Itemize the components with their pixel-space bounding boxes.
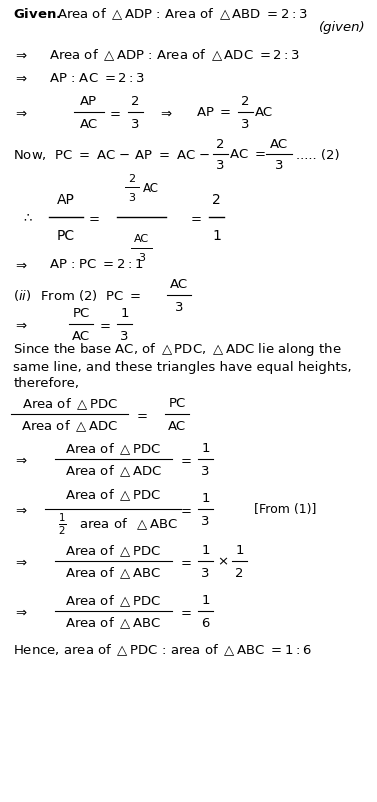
Text: $=$: $=$ [107, 107, 122, 119]
Text: $\times$: $\times$ [217, 555, 228, 568]
Text: 2: 2 [132, 95, 140, 108]
Text: 1: 1 [201, 442, 210, 455]
Text: $\Rightarrow$: $\Rightarrow$ [13, 453, 28, 466]
Text: therefore,: therefore, [13, 377, 79, 390]
Text: Area of $\triangle$PDC: Area of $\triangle$PDC [22, 395, 118, 411]
Text: $=$: $=$ [178, 503, 192, 516]
Text: Since the base AC, of $\triangle$PDC, $\triangle$ADC lie along the: Since the base AC, of $\triangle$PDC, $\… [13, 341, 342, 358]
Text: 6: 6 [201, 616, 210, 629]
Text: $\Rightarrow$: $\Rightarrow$ [13, 318, 28, 331]
Text: 3: 3 [175, 301, 183, 314]
Text: $\Rightarrow$: $\Rightarrow$ [158, 107, 173, 119]
Text: AC: AC [168, 419, 186, 432]
Text: $=$: $=$ [97, 318, 112, 331]
Text: 1: 1 [212, 229, 221, 242]
Text: 3: 3 [132, 118, 140, 131]
Text: 3: 3 [120, 330, 129, 342]
Text: AC: AC [170, 278, 188, 291]
Text: Area of $\triangle$PDC: Area of $\triangle$PDC [65, 542, 161, 558]
Text: AP $=$: AP $=$ [196, 107, 231, 119]
Text: AC: AC [143, 181, 158, 195]
Text: $=$: $=$ [178, 555, 192, 568]
Text: 3: 3 [129, 192, 135, 203]
Text: $\mathit{(ii)}$: $\mathit{(ii)}$ [13, 288, 32, 303]
Text: ..... (2): ..... (2) [296, 148, 340, 161]
Text: $\Rightarrow$: $\Rightarrow$ [13, 258, 28, 271]
Text: Area of $\triangle$ABC: Area of $\triangle$ABC [65, 565, 161, 581]
Text: Area of $\triangle$ADC: Area of $\triangle$ADC [21, 418, 118, 434]
Text: same line, and these triangles have equal heights,: same line, and these triangles have equa… [13, 360, 352, 373]
Text: 1: 1 [120, 307, 129, 320]
Text: 2: 2 [235, 566, 244, 579]
Text: $\Rightarrow$: $\Rightarrow$ [13, 605, 28, 618]
Text: $=$: $=$ [86, 211, 100, 225]
Text: AC $=$: AC $=$ [229, 148, 265, 161]
Text: Area of $\triangle$PDC: Area of $\triangle$PDC [65, 592, 161, 608]
Text: $\Rightarrow$: $\Rightarrow$ [13, 503, 28, 516]
Text: Area of $\triangle$ABC: Area of $\triangle$ABC [65, 614, 161, 630]
Text: AP: AP [80, 95, 97, 108]
Text: $\frac{1}{2}$: $\frac{1}{2}$ [58, 511, 67, 537]
Text: $\Rightarrow$: $\Rightarrow$ [13, 71, 28, 84]
Text: 3: 3 [138, 253, 145, 263]
Text: $=$: $=$ [134, 408, 148, 421]
Text: AP: AP [57, 193, 75, 207]
Text: $=$: $=$ [178, 605, 192, 618]
Text: $=$: $=$ [178, 453, 192, 466]
Text: AP : PC $= 2 : 1$: AP : PC $= 2 : 1$ [49, 258, 144, 271]
Text: $\Rightarrow$: $\Rightarrow$ [13, 107, 28, 119]
Text: Now,  PC $=$ AC $-$ AP $=$ AC $-$: Now, PC $=$ AC $-$ AP $=$ AC $-$ [13, 148, 210, 162]
Text: AC: AC [72, 330, 90, 342]
Text: 3: 3 [216, 159, 225, 172]
Text: 3: 3 [201, 464, 210, 477]
Text: AC: AC [134, 233, 149, 244]
Text: $\therefore$: $\therefore$ [21, 211, 33, 225]
Text: 2: 2 [216, 138, 225, 151]
Text: 2: 2 [241, 95, 249, 108]
Text: PC: PC [169, 397, 186, 410]
Text: 1: 1 [201, 544, 210, 557]
Text: AC: AC [80, 118, 98, 131]
Text: 3: 3 [201, 514, 210, 527]
Text: $\Rightarrow$: $\Rightarrow$ [13, 555, 28, 568]
Text: 1: 1 [201, 593, 210, 606]
Text: 2: 2 [212, 193, 221, 207]
Text: Area of $\triangle$ADC: Area of $\triangle$ADC [64, 463, 162, 479]
Text: [From (1)]: [From (1)] [254, 503, 317, 516]
Text: PC: PC [57, 229, 75, 242]
Text: AC: AC [254, 107, 273, 119]
Text: $\mathbf{Given.}$: $\mathbf{Given.}$ [13, 7, 61, 21]
Text: $\Rightarrow$: $\Rightarrow$ [13, 48, 28, 62]
Text: Hence, area of $\triangle$PDC : area of $\triangle$ABC $= 1 : 6$: Hence, area of $\triangle$PDC : area of … [13, 642, 312, 657]
Text: Area of $\triangle$ADP : Area of $\triangle$ADC $= 2 : 3$: Area of $\triangle$ADP : Area of $\trian… [49, 47, 300, 63]
Text: (given): (given) [319, 22, 366, 34]
Text: area of  $\triangle$ABC: area of $\triangle$ABC [79, 516, 178, 532]
Text: Area of $\triangle$PDC: Area of $\triangle$PDC [65, 440, 161, 456]
Text: 3: 3 [241, 118, 249, 131]
Text: Area of $\triangle$PDC: Area of $\triangle$PDC [65, 487, 161, 503]
Text: 2: 2 [129, 173, 135, 184]
Text: PC: PC [72, 307, 90, 320]
Text: 3: 3 [275, 159, 283, 172]
Text: Area of $\triangle$ADP : Area of $\triangle$ABD $= 2 : 3$: Area of $\triangle$ADP : Area of $\trian… [57, 6, 308, 22]
Text: 3: 3 [201, 566, 210, 579]
Text: 1: 1 [201, 492, 210, 504]
Text: $=$: $=$ [188, 211, 203, 225]
Text: AC: AC [270, 138, 288, 151]
Text: AP : AC $= 2 : 3$: AP : AC $= 2 : 3$ [49, 71, 145, 84]
Text: 1: 1 [235, 544, 244, 557]
Text: From (2)  PC $=$: From (2) PC $=$ [40, 288, 141, 303]
